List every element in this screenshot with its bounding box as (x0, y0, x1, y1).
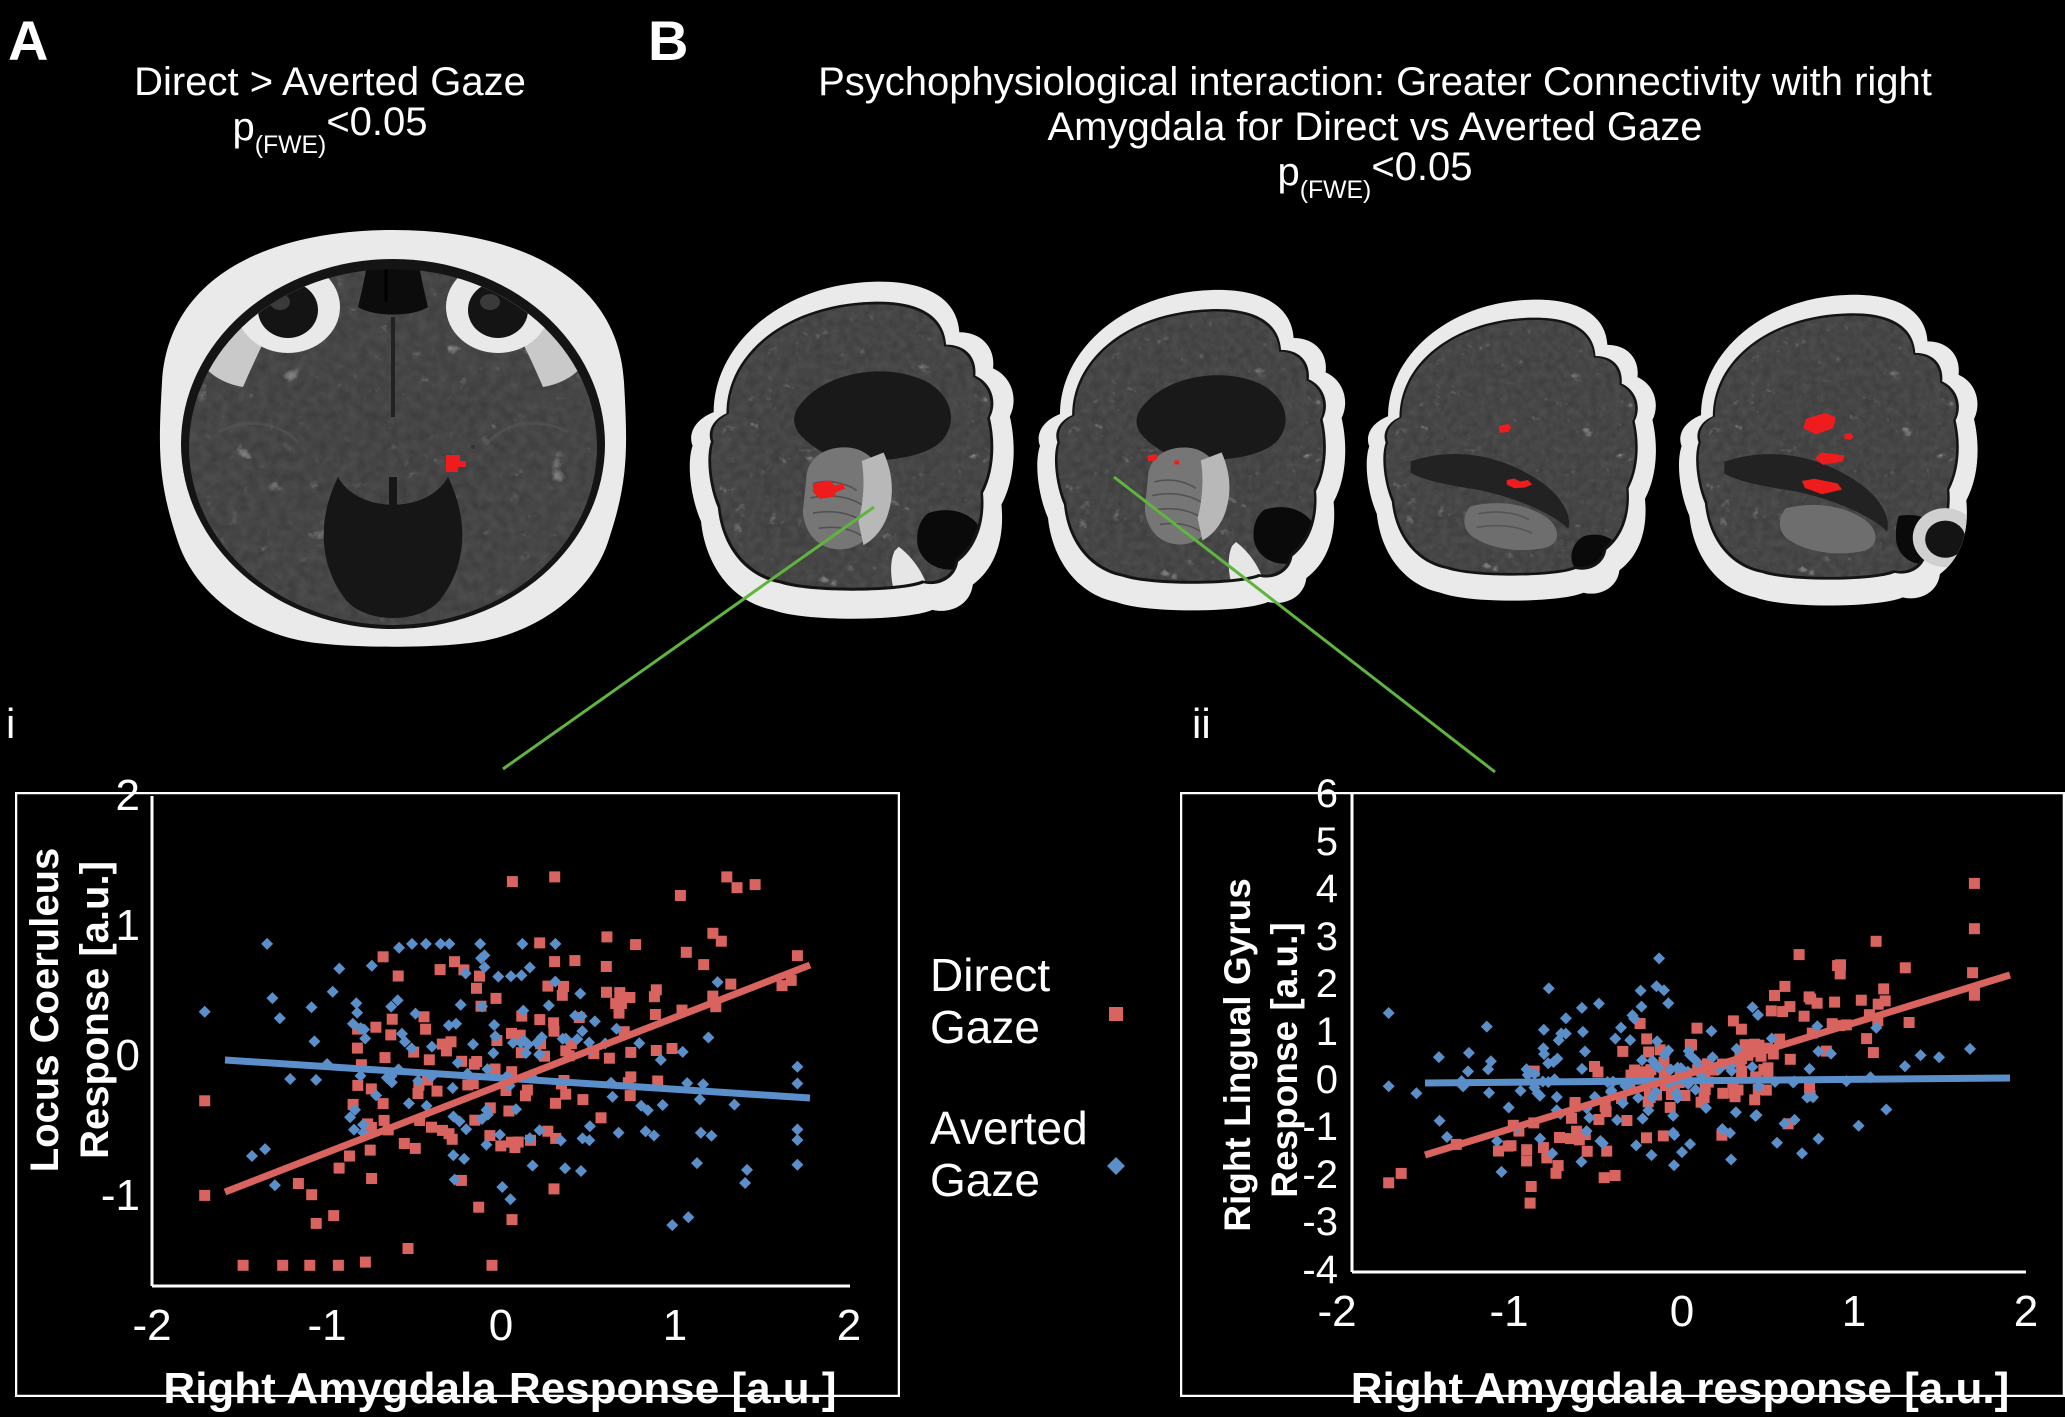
svg-text:-3: -3 (1302, 1200, 1338, 1244)
svg-text:0: 0 (1316, 1058, 1338, 1102)
svg-text:1: 1 (1842, 1287, 1866, 1336)
svg-text:0: 0 (1670, 1287, 1694, 1336)
svg-text:3: 3 (1316, 915, 1338, 959)
svg-text:Response [a.u.]: Response [a.u.] (1264, 922, 1305, 1198)
svg-text:1: 1 (1316, 1010, 1338, 1054)
svg-text:-2: -2 (1317, 1287, 1356, 1336)
svg-text:2: 2 (1316, 962, 1338, 1006)
svg-text:4: 4 (1316, 867, 1338, 911)
svg-text:Right Amygdala response [a.u.]: Right Amygdala response [a.u.] (1351, 1364, 2009, 1413)
svg-text:-1: -1 (1489, 1287, 1528, 1336)
svg-text:-2: -2 (1302, 1153, 1338, 1197)
svg-text:-4: -4 (1302, 1248, 1338, 1292)
svg-text:2: 2 (2014, 1287, 2038, 1336)
svg-text:Right Lingual Gyrus: Right Lingual Gyrus (1217, 878, 1258, 1232)
svg-text:6: 6 (1316, 772, 1338, 816)
svg-text:-1: -1 (1302, 1105, 1338, 1149)
svg-text:5: 5 (1316, 820, 1338, 864)
